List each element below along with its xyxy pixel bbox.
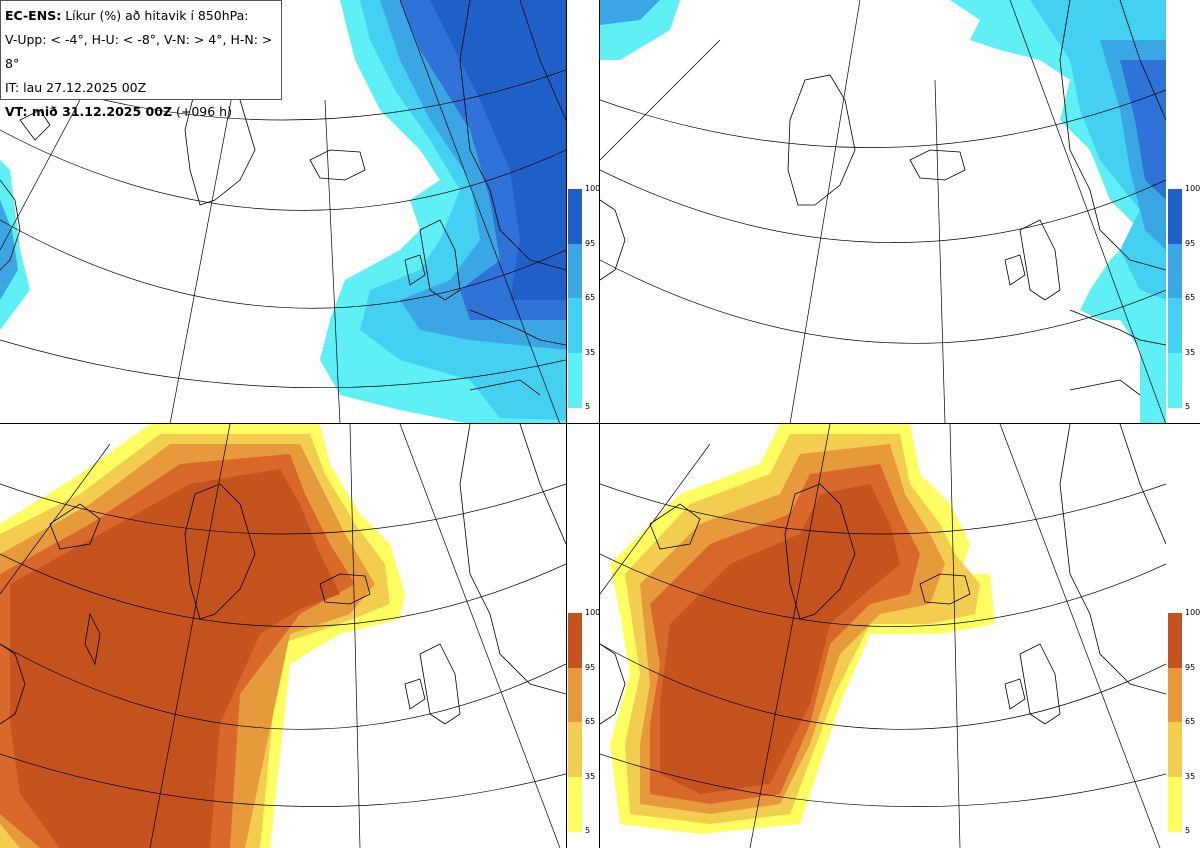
prob-area-100 <box>430 0 566 300</box>
divider-vertical-2 <box>599 0 600 848</box>
map-panel-warm-8 <box>600 424 1166 848</box>
init-time: IT: lau 27.12.2025 00Z <box>5 80 147 95</box>
colorbar-tick-label: 5 <box>1185 826 1191 835</box>
prob-area-95 <box>1120 60 1166 200</box>
graticule <box>0 424 566 848</box>
colorbar-tick-label: 100 <box>585 184 601 193</box>
colorbar-tick-label: 5 <box>585 826 591 835</box>
colorbar-warm-left: 100 95 65 35 5 <box>568 608 600 835</box>
prob-area-100 <box>10 469 340 848</box>
colorbar-cold-right: 100 95 65 35 5 <box>1168 184 1200 411</box>
colorbar-segment <box>568 189 582 244</box>
graticule <box>600 0 1166 424</box>
colorbar-segment <box>1168 776 1182 832</box>
coastlines <box>600 424 1166 725</box>
colorbar-segment <box>568 776 582 832</box>
colorbar-tick-label: 95 <box>585 238 596 248</box>
colorbar-tick-label: 5 <box>585 402 591 411</box>
colorbar-tick-label: 100 <box>1185 608 1200 617</box>
colorbar-warm-right: 100 95 65 35 5 <box>1168 608 1200 835</box>
colorbar-segment <box>1168 352 1182 408</box>
valid-time: VT: mið 31.12.2025 00Z <box>5 104 173 119</box>
colorbar-tick-label: 65 <box>585 717 596 726</box>
colorbar-tick-label: 95 <box>585 662 596 672</box>
colorbar-cold-left: 100 95 65 35 5 <box>568 184 600 411</box>
coastlines <box>0 424 566 725</box>
colorbar-segment <box>568 352 582 408</box>
coastlines <box>600 0 1166 396</box>
colorbar-tick-label: 35 <box>585 347 596 357</box>
title: Líkur (%) að hitavik í 850hPa: <box>65 8 249 23</box>
colorbar-segment <box>1168 298 1182 353</box>
colorbar-segment <box>568 613 582 668</box>
lead-time: (+096 h) <box>176 104 232 119</box>
colorbar-tick-label: 35 <box>1185 771 1196 781</box>
colorbar-segment <box>568 667 582 723</box>
colorbar-segment <box>568 298 582 353</box>
map-cold-8 <box>600 0 1166 424</box>
colorbar-tick-label: 100 <box>585 608 601 617</box>
colorbar-segment <box>1168 189 1182 244</box>
map-panel-cold-4: EC-ENS: Líkur (%) að hitavik í 850hPa: V… <box>0 0 566 424</box>
colorbar-tick-label: 95 <box>1185 662 1196 672</box>
info-box: EC-ENS: Líkur (%) að hitavik í 850hPa: V… <box>0 0 282 119</box>
colorbar-segment <box>568 722 582 777</box>
colorbar-tick-label: 65 <box>1185 293 1196 302</box>
colorbar-segment <box>1168 722 1182 777</box>
prob-area-west-2 <box>0 200 18 300</box>
map-warm-4 <box>0 424 566 848</box>
colorbar-tick-label: 95 <box>1185 238 1196 248</box>
colorbar-tick-label: 5 <box>1185 402 1191 411</box>
model-label: EC-ENS: <box>5 8 62 23</box>
colorbar-tick-label: 35 <box>1185 347 1196 357</box>
graticule <box>600 424 1166 848</box>
prob-area-100 <box>660 484 900 794</box>
map-warm-8 <box>600 424 1166 848</box>
colorbar-segment <box>1168 667 1182 723</box>
colorbar-segment <box>1168 243 1182 299</box>
colorbar-segment <box>1168 613 1182 668</box>
map-panel-warm-4 <box>0 424 566 848</box>
divider-horizontal <box>0 423 1200 424</box>
colorbar-segment <box>568 243 582 299</box>
colorbar-tick-label: 100 <box>1185 184 1200 193</box>
prob-area-west <box>600 0 660 25</box>
colorbar-tick-label: 65 <box>1185 717 1196 726</box>
colorbar-tick-label: 65 <box>585 293 596 302</box>
thresholds: V-Upp: < -4°, H-U: < -8°, V-N: > 4°, H-N… <box>5 32 273 71</box>
divider-vertical-1 <box>566 0 567 848</box>
map-panel-cold-8 <box>600 0 1166 424</box>
colorbar-tick-label: 35 <box>585 771 596 781</box>
map-cold-4 <box>0 0 566 424</box>
